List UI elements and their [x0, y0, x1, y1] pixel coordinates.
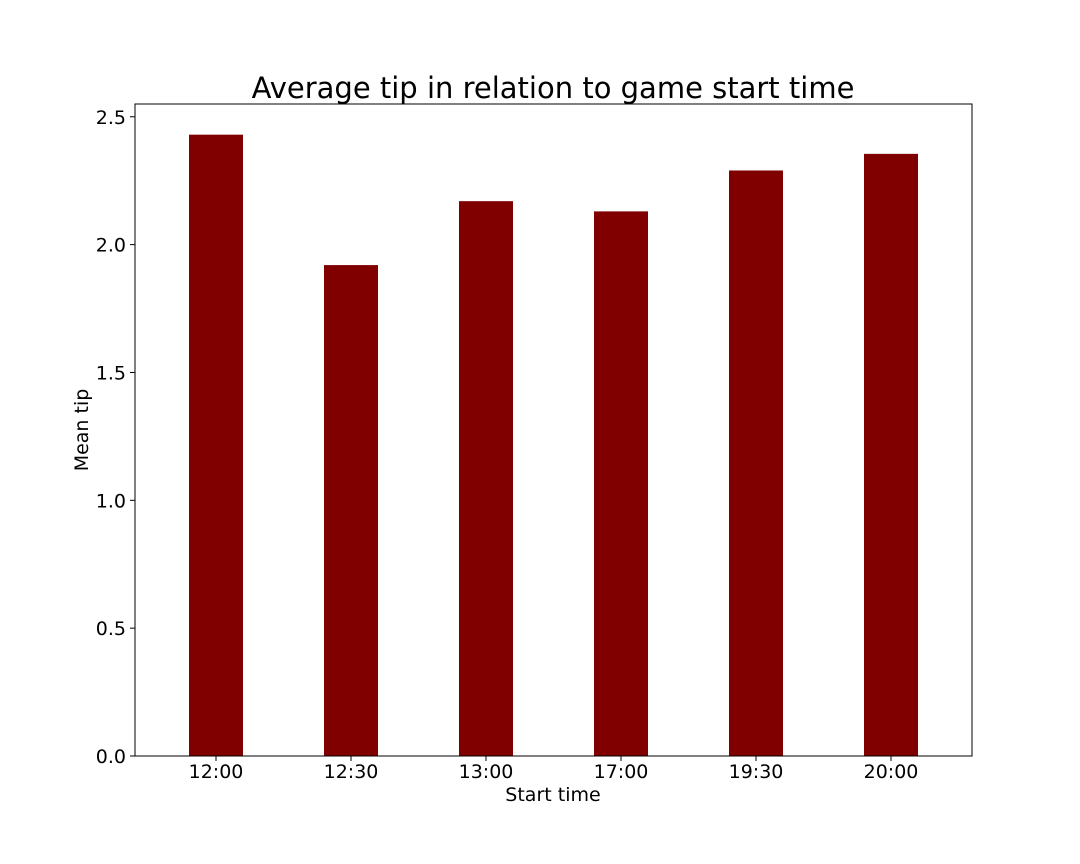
x-tick-label: 20:00: [864, 761, 919, 783]
chart-title: Average tip in relation to game start ti…: [252, 71, 855, 105]
y-tick-label: 1.0: [96, 490, 126, 512]
y-tick-label: 1.5: [96, 362, 126, 384]
x-tick-label: 19:30: [729, 761, 784, 783]
plot-area: 0.00.51.01.52.02.5 12:00 12:30 13:00 17:00 1…: [96, 103, 973, 783]
x-tick-label: 17:00: [594, 761, 649, 783]
bars: [189, 134, 918, 757]
x-tick-label: 12:30: [324, 761, 379, 783]
bar-1700: [594, 211, 648, 756]
bar-1930: [729, 170, 783, 757]
x-tick-label: 13:00: [459, 761, 514, 783]
bar-1200: [189, 134, 243, 756]
y-tick-label: 2.5: [96, 107, 126, 129]
bar-2000: [864, 153, 918, 757]
y-axis-label: Mean tip: [71, 389, 93, 472]
x-axis-ticks: 12:00 12:30 13:00 17:00 19:30 20:00: [189, 756, 919, 783]
bar-1230: [324, 265, 378, 756]
x-tick-label: 12:00: [189, 761, 244, 783]
bar-1300: [459, 201, 513, 756]
x-axis-label: Start time: [505, 784, 600, 806]
y-tick-label: 0.0: [96, 746, 126, 768]
y-tick-label: 0.5: [96, 618, 126, 640]
y-axis-ticks: 0.0 0.5 1.0 1.5 2.0 2.5: [96, 107, 135, 768]
plot-frame: [134, 103, 973, 757]
y-tick-label: 2.0: [96, 235, 126, 257]
